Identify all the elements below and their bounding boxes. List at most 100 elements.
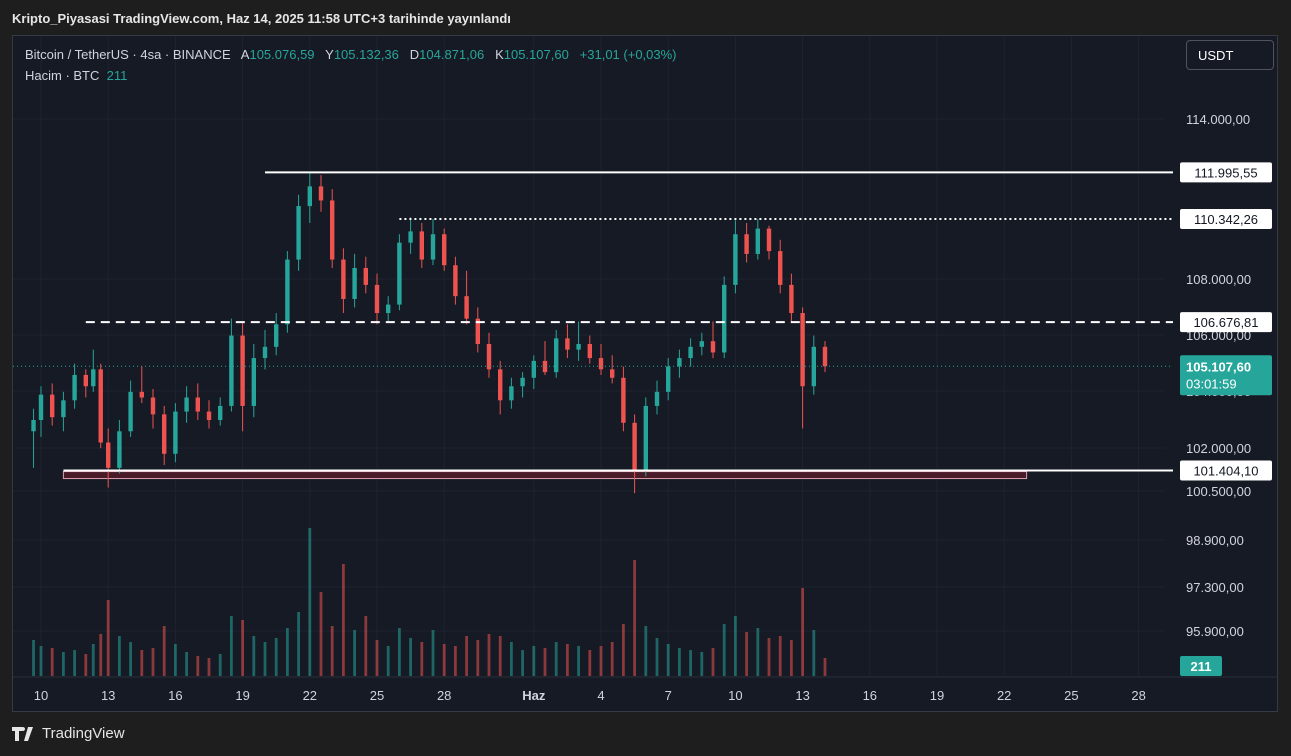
volume-bar — [454, 646, 457, 676]
candle-body — [72, 374, 77, 401]
open-value: 105.076,59 — [249, 47, 315, 62]
candle-body — [363, 268, 368, 285]
low-value: 104.871,06 — [419, 47, 485, 62]
volume-bar — [398, 628, 401, 676]
candle-body — [610, 369, 615, 378]
candle-body — [139, 391, 144, 398]
candle-body — [318, 186, 324, 201]
candle — [800, 307, 805, 429]
candle-body — [509, 386, 514, 401]
candle-body — [352, 268, 357, 299]
candle — [755, 218, 760, 260]
candle — [31, 408, 36, 468]
candle — [722, 276, 727, 359]
x-tick-label: 10 — [728, 688, 742, 703]
candle — [766, 225, 772, 260]
countdown-label: 03:01:59 — [1186, 376, 1237, 391]
candle — [218, 397, 223, 426]
candle — [677, 349, 682, 378]
candle-body — [184, 397, 189, 412]
x-tick-label: 25 — [370, 688, 384, 703]
volume-bar — [286, 628, 289, 676]
volume-bar — [543, 648, 547, 676]
volume-bar — [91, 644, 95, 676]
volume-bar — [778, 636, 782, 676]
close-label: K — [495, 47, 504, 62]
candle — [733, 220, 738, 294]
volume-bar — [532, 646, 536, 676]
candle-body — [117, 431, 122, 468]
candle — [789, 273, 794, 322]
candle — [98, 363, 103, 449]
x-tick-label: 16 — [168, 688, 182, 703]
volume-bar — [129, 642, 132, 676]
candle-body — [128, 391, 133, 432]
candle — [531, 355, 536, 390]
candle — [699, 332, 704, 356]
volume-bar — [73, 650, 76, 676]
grid-lines — [13, 36, 1165, 676]
candle — [363, 256, 368, 294]
volume-bar — [308, 528, 312, 676]
candlestick-chart[interactable]: 114.000,00108.000,00106.000,00104.000,00… — [13, 36, 1277, 711]
candle — [688, 338, 693, 367]
volume-title[interactable]: Hacim · BTC — [25, 68, 100, 83]
volume-bar — [801, 588, 804, 676]
volume-bar — [39, 646, 43, 676]
candle-body — [330, 200, 335, 260]
volume-bar — [756, 628, 760, 676]
x-tick-label: 10 — [34, 688, 48, 703]
candle-body — [822, 346, 828, 367]
candle-body — [677, 358, 682, 367]
candle-body — [688, 346, 693, 359]
volume-bar — [230, 616, 233, 676]
candle — [576, 321, 581, 361]
symbol-title[interactable]: Bitcoin / TetherUS · 4sa · BINANCE — [25, 47, 231, 62]
candle — [654, 380, 660, 415]
volume-tag — [1180, 656, 1222, 676]
volume-bar — [375, 640, 379, 676]
volume-bar — [431, 630, 435, 676]
candle-body — [430, 234, 436, 260]
volume-bar — [353, 630, 356, 676]
chart-panel[interactable]: 114.000,00108.000,00106.000,00104.000,00… — [12, 35, 1278, 712]
candle — [173, 403, 178, 463]
candle-body — [778, 251, 783, 285]
candle-body — [654, 391, 660, 406]
volume-bar — [50, 648, 54, 676]
currency-button[interactable]: USDT — [1186, 40, 1274, 70]
candle-body — [91, 369, 96, 387]
line-price-tag — [1180, 208, 1272, 229]
candle-body — [531, 360, 536, 378]
y-tick-label: 95.900,00 — [1186, 624, 1244, 639]
volume-bar — [700, 652, 704, 676]
candle-body — [744, 234, 749, 254]
candle-body — [83, 374, 88, 387]
footer-brand: TradingView — [12, 725, 125, 742]
volume-bar — [420, 642, 424, 676]
volume-bar — [252, 636, 256, 676]
line-price-label: 111.995,55 — [1194, 165, 1257, 180]
candle-body — [206, 411, 212, 420]
candle-body — [408, 231, 413, 243]
x-tick-label: 13 — [795, 688, 809, 703]
candle-body — [464, 296, 469, 319]
candle-body — [576, 344, 581, 350]
candle — [554, 329, 559, 378]
candle — [632, 414, 637, 494]
volume-legend: Hacim · BTC 211 — [25, 68, 127, 83]
volume-bar — [689, 650, 692, 676]
candle-body — [218, 405, 223, 420]
volume-bar — [241, 620, 244, 676]
candle — [822, 341, 828, 373]
candle — [285, 251, 290, 333]
candle-body — [251, 358, 256, 406]
volume-bar — [734, 616, 737, 676]
candle — [229, 318, 234, 412]
candle-body — [195, 397, 200, 412]
volume-bar — [151, 648, 155, 676]
candle — [341, 248, 346, 314]
ohlc-legend: Bitcoin / TetherUS · 4sa · BINANCE A105.… — [25, 47, 677, 62]
candle-body — [598, 358, 604, 370]
volume-bar — [823, 658, 827, 676]
